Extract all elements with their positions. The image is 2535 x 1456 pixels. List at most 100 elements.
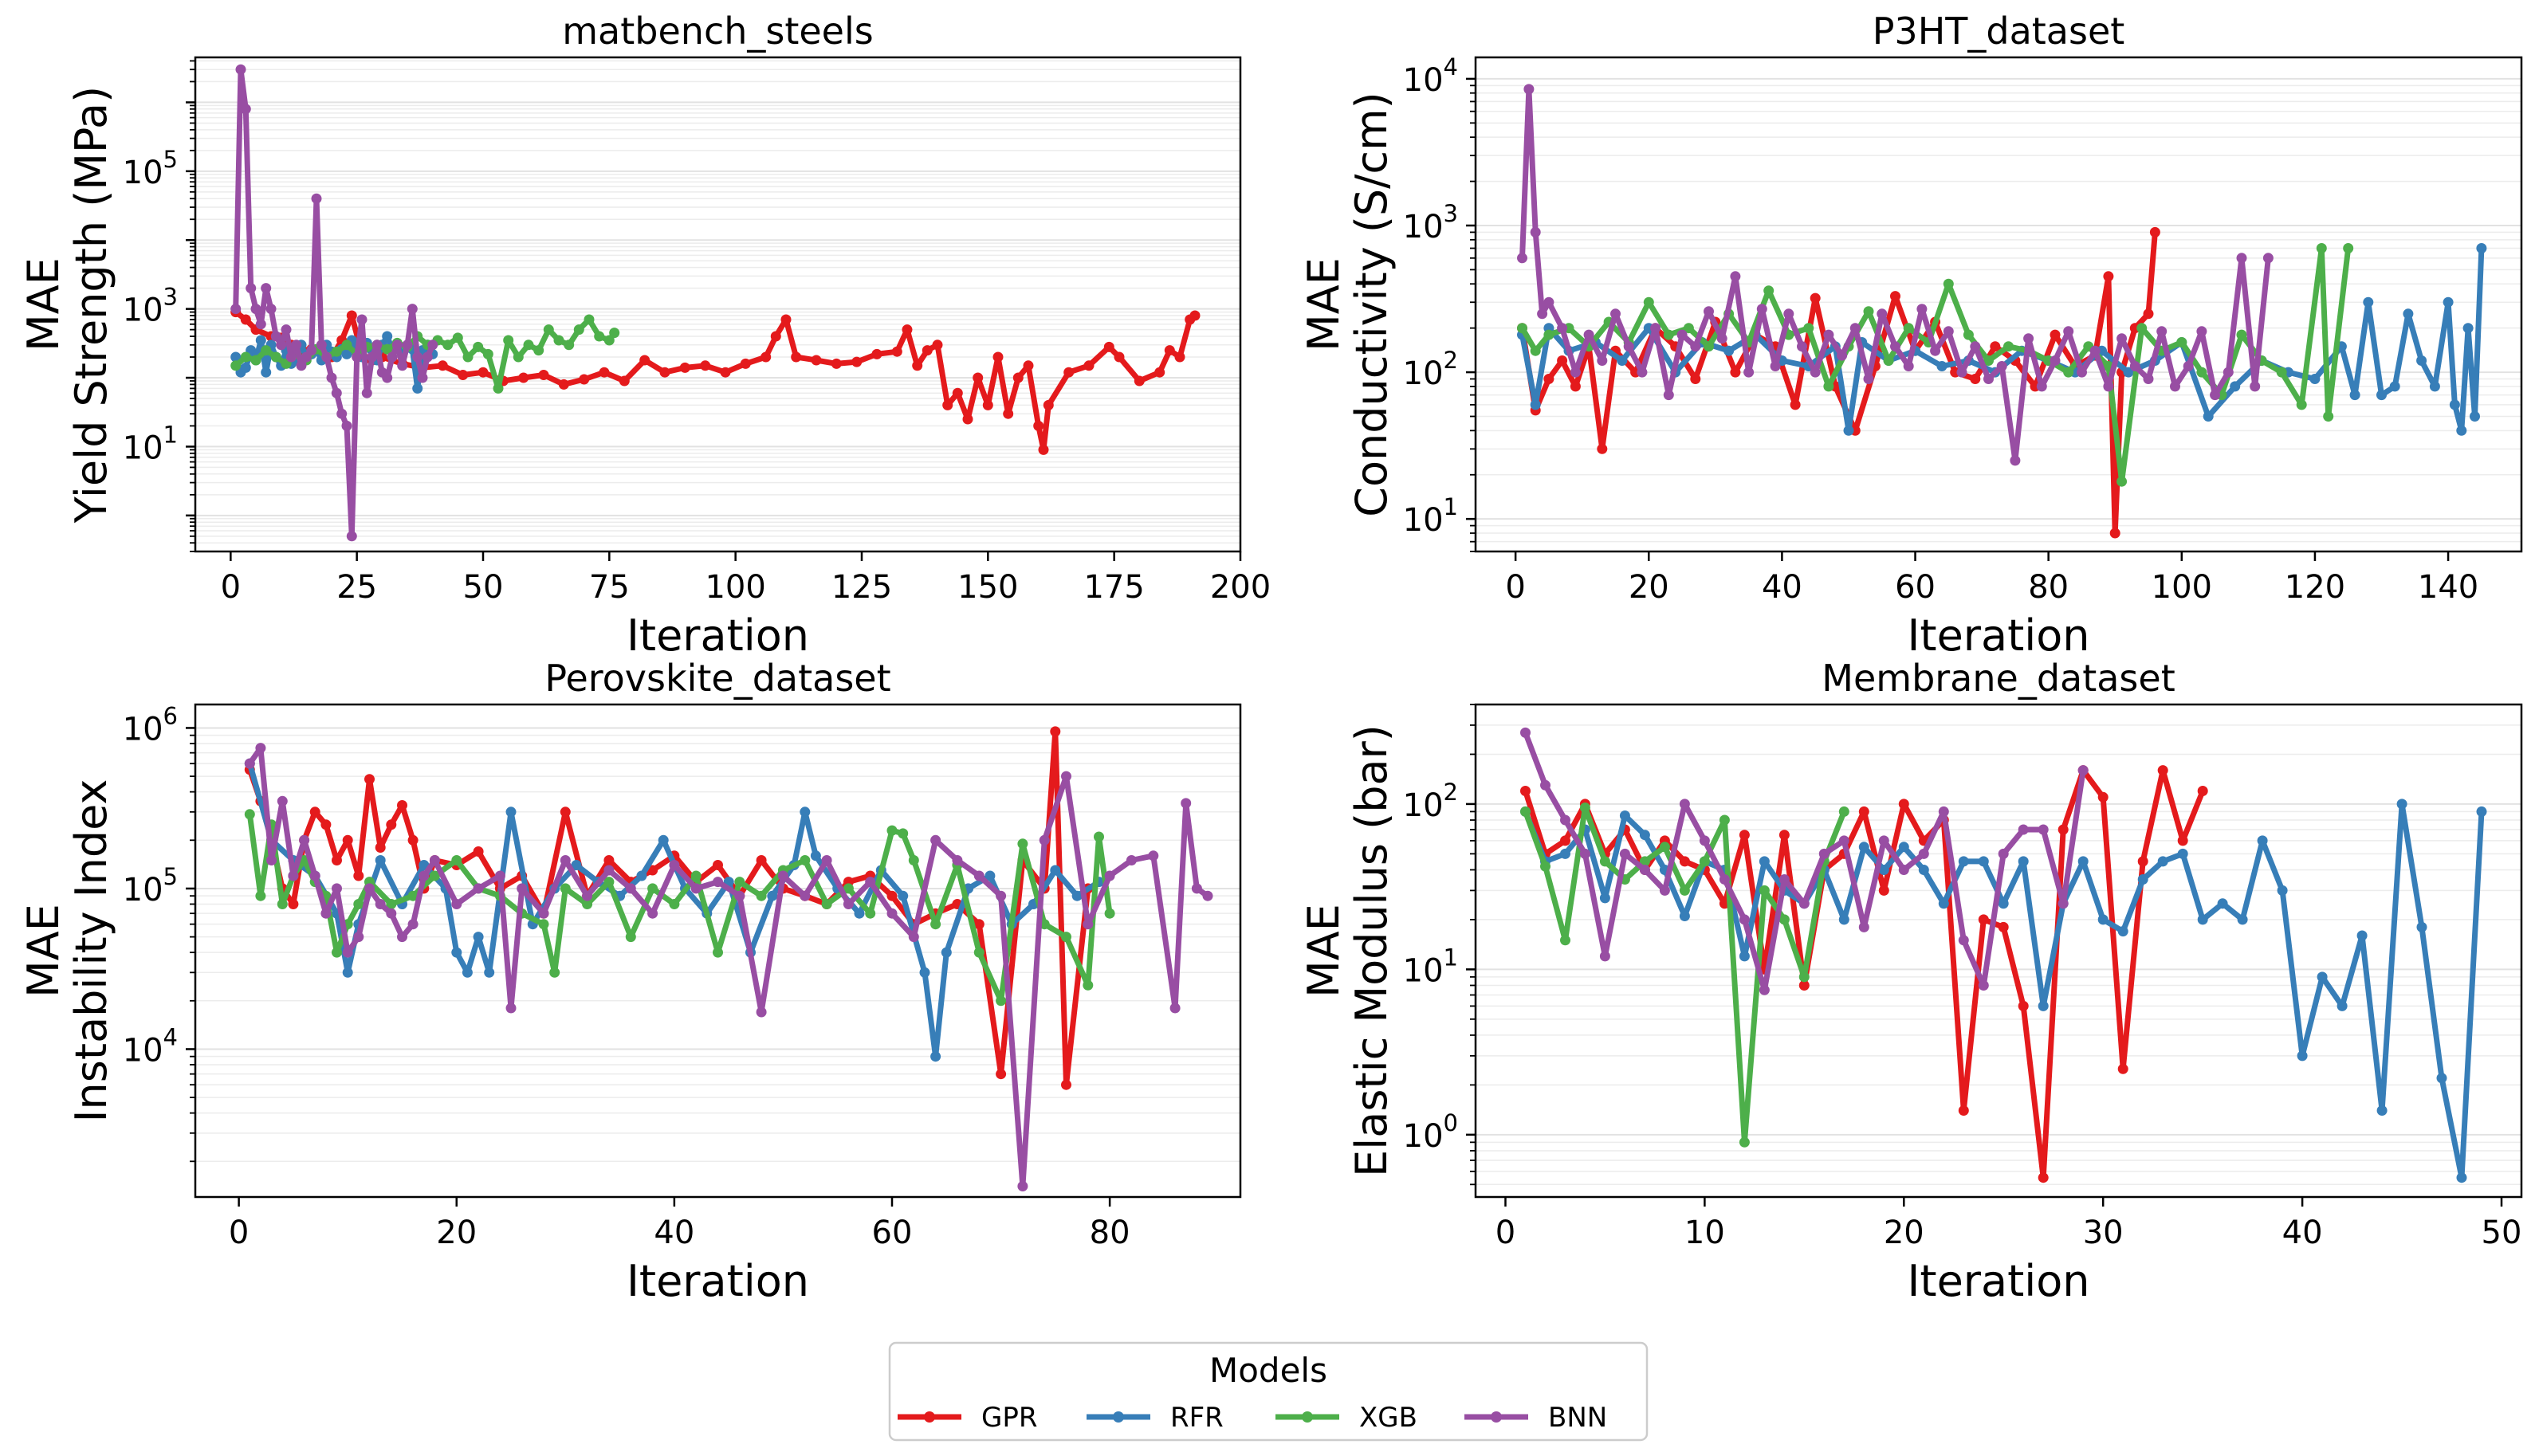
plot-frame (194, 56, 1242, 553)
data-point-xgb (549, 967, 560, 978)
data-point-rfr (1938, 898, 1949, 909)
data-point-gpr (791, 351, 802, 363)
data-point-gpr (871, 348, 882, 359)
data-point-gpr (342, 834, 353, 846)
data-point-rfr (2230, 381, 2241, 392)
data-point-bnn (1543, 296, 1554, 308)
data-point-bnn (387, 351, 398, 363)
data-point-gpr (1520, 786, 1531, 796)
legend-swatch-marker (1491, 1411, 1502, 1423)
data-point-bnn (2103, 381, 2114, 392)
data-point-gpr (2143, 308, 2154, 320)
data-point-bnn (1878, 835, 1889, 846)
data-point-xgb (1883, 355, 1894, 366)
data-point-rfr (230, 351, 242, 363)
data-point-rfr (1998, 898, 2009, 909)
data-point-rfr (658, 834, 669, 846)
data-point-gpr (332, 855, 342, 865)
data-point-bnn (1169, 1003, 1181, 1014)
series-bnn (1520, 727, 2089, 995)
data-point-gpr (1033, 420, 1044, 431)
data-point-bnn (1930, 345, 1941, 356)
data-point-bnn (429, 855, 440, 865)
data-point-xgb (331, 346, 342, 357)
data-point-gpr (891, 346, 902, 357)
data-point-bnn (505, 1003, 517, 1014)
data-point-xgb (386, 899, 397, 909)
data-point-xgb (930, 919, 941, 930)
data-point-xgb (734, 877, 745, 888)
data-point-xgb (996, 995, 1007, 1007)
legend-label: XGB (1359, 1402, 1417, 1434)
data-point-rfr (2217, 898, 2228, 909)
data-point-xgb (2316, 243, 2327, 253)
data-point-bnn (2077, 367, 2087, 378)
data-point-bnn (265, 304, 277, 315)
data-point-gpr (2117, 1063, 2128, 1074)
data-point-gpr (1898, 799, 1909, 810)
data-point-gpr (2149, 226, 2160, 237)
data-point-bnn (1719, 874, 1730, 885)
data-point-bnn (375, 899, 386, 909)
x-tick-label: 75 (589, 569, 630, 606)
data-point-bnn (1798, 898, 1810, 909)
data-point-bnn (342, 947, 353, 958)
data-point-bnn (2262, 253, 2274, 264)
data-point-xgb (493, 383, 504, 394)
data-point-bnn (1191, 883, 1202, 894)
data-point-bnn (1918, 848, 1929, 859)
data-point-rfr (1838, 914, 1849, 925)
data-point-xgb (647, 883, 658, 894)
data-point-rfr (2277, 885, 2288, 896)
data-point-bnn (299, 834, 310, 846)
data-point-xgb (1520, 806, 1531, 817)
x-tick-label: 0 (229, 1215, 249, 1251)
data-point-bnn (1202, 890, 1213, 901)
data-point-xgb (244, 809, 255, 820)
data-point-xgb (1679, 885, 1690, 896)
data-point-bnn (1756, 304, 1767, 315)
data-point-bnn (843, 899, 854, 909)
data-point-bnn (930, 834, 941, 846)
y-tick-label: 104 (123, 1023, 178, 1069)
x-tick-label: 50 (2482, 1215, 2522, 1251)
data-point-bnn (2050, 355, 2061, 366)
data-point-xgb (1083, 979, 1094, 991)
data-point-bnn (1579, 848, 1590, 859)
x-axis-label: Iteration (627, 1256, 809, 1306)
data-point-bnn (353, 932, 364, 943)
data-point-rfr (2257, 835, 2268, 846)
data-point-bnn (2143, 374, 2154, 384)
data-point-xgb (2323, 411, 2334, 422)
data-point-rfr (1560, 848, 1570, 859)
data-point-gpr (982, 399, 993, 410)
data-point-rfr (1679, 911, 1690, 921)
data-point-xgb (523, 339, 534, 351)
data-point-rfr (1723, 345, 1735, 356)
data-point-bnn (1597, 355, 1608, 366)
x-tick-label: 10 (1684, 1215, 1725, 1251)
data-point-gpr (2050, 329, 2061, 340)
y-axis-label-line1: MAE (1299, 904, 1349, 998)
data-point-gpr (1970, 374, 1981, 384)
data-point-bnn (1716, 333, 1727, 344)
data-point-xgb (690, 870, 702, 881)
data-point-rfr (2309, 374, 2321, 384)
data-point-gpr (1557, 355, 1568, 366)
data-point-bnn (1898, 865, 1909, 875)
data-point-bnn (1520, 727, 1531, 738)
data-point-bnn (291, 339, 302, 351)
legend-item-rfr: RFR (1087, 1402, 1224, 1434)
data-point-rfr (898, 890, 909, 901)
data-point-bnn (1849, 323, 1861, 334)
data-point-gpr (1061, 1079, 1071, 1090)
y-tick-label: 105 (123, 146, 178, 191)
data-point-bnn (1650, 323, 1661, 334)
data-point-xgb (821, 899, 832, 909)
data-point-xgb (1543, 329, 1554, 340)
data-point-xgb (564, 339, 575, 351)
series-line-bnn (233, 66, 436, 540)
data-point-rfr (2123, 367, 2134, 378)
plot-frame (194, 703, 1242, 1199)
